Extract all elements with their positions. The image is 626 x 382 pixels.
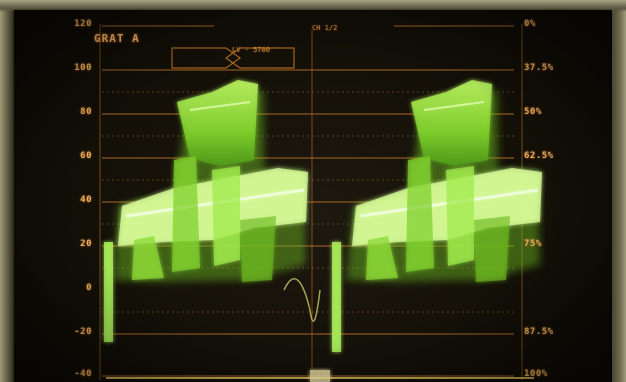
scale-left-120: 120 [74, 19, 92, 29]
waveform-screen: GRAT A 120 100 80 60 40 20 0 -20 -40 0% … [14, 10, 612, 382]
monitor-top-frame [0, 0, 626, 12]
scale-right-87-5: 87.5% [524, 327, 554, 337]
channel-readout: CH 1/2 [312, 24, 338, 32]
waveform-trace-field-1 [104, 80, 308, 342]
graticule-label: GRAT A [94, 32, 140, 45]
scale-left-minus40: -40 [74, 369, 92, 379]
scale-left-40: 40 [80, 195, 92, 205]
scale-right-75: 75% [524, 239, 542, 249]
scale-left-60: 60 [80, 151, 92, 161]
timing-readout: LV - 5700 [232, 46, 270, 54]
scale-right-0: 0% [524, 19, 536, 29]
scale-right-62-5: 62.5% [524, 151, 554, 161]
scale-right-100: 100% [524, 369, 548, 379]
scale-left-80: 80 [80, 107, 92, 117]
scale-left-20: 20 [80, 239, 92, 249]
scale-right-37-5: 37.5% [524, 63, 554, 73]
waveform-trace-field-2 [332, 80, 542, 352]
waveform-graticule-and-trace [99, 24, 544, 382]
scale-left-100: 100 [74, 63, 92, 73]
blanking-level-trace [104, 278, 544, 382]
scale-left-0: 0 [86, 283, 92, 293]
scale-right-50: 50% [524, 107, 542, 117]
scale-left-minus20: -20 [74, 327, 92, 337]
